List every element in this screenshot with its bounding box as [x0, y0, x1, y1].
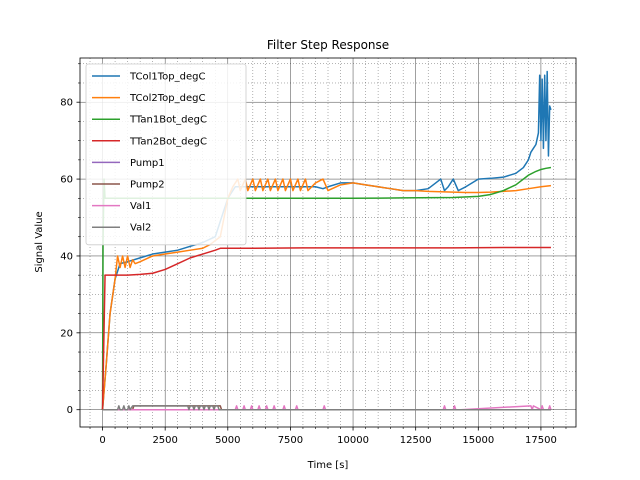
legend-entry-label: TTan2Bot_degC — [129, 136, 207, 147]
x-axis-ticks: 0 2500 5000 7500 10000 12500 15000 17500 — [89, 427, 567, 446]
x-tick-label: 2500 — [152, 435, 177, 446]
legend-entry-label: Pump2 — [130, 180, 165, 191]
series-line-tcol2top-degc — [101, 178, 552, 410]
x-tick-label: 15000 — [462, 435, 494, 446]
y-tick-label: 80 — [60, 98, 73, 109]
x-tick-label: 10000 — [337, 435, 369, 446]
legend-entry-label: Pump1 — [130, 158, 165, 169]
series-line-val2 — [102, 405, 551, 411]
x-tick-label: 12500 — [400, 435, 432, 446]
x-tick-label: 0 — [99, 435, 105, 446]
y-tick-label: 0 — [67, 405, 73, 416]
y-axis-ticks: 0 20 40 60 80 — [60, 63, 80, 416]
y-tick-label: 20 — [60, 328, 73, 339]
legend-entry-label: TTan1Bot_degC — [129, 115, 207, 126]
legend-entry-label: Val1 — [130, 201, 151, 212]
legend-entry-label: TCol2Top_degC — [129, 93, 205, 104]
y-axis-label: Signal Value — [34, 211, 45, 272]
series-line-ttan2bot-degc — [101, 246, 551, 410]
legend-box — [85, 63, 247, 246]
y-tick-label: 60 — [60, 175, 73, 186]
x-tick-label: 7500 — [278, 435, 303, 446]
chart-title: Filter Step Response — [267, 38, 389, 52]
y-tick-label: 40 — [60, 251, 73, 262]
x-axis-label: Time [s] — [307, 460, 349, 471]
legend-entry-label: Val2 — [130, 223, 151, 234]
legend: TCol1Top_degC TCol2Top_degC TTan1Bot_degC T… — [85, 63, 247, 246]
legend-entry-label: TCol1Top_degC — [129, 72, 205, 83]
x-tick-label: 5000 — [215, 435, 240, 446]
x-tick-label: 17500 — [525, 435, 557, 446]
